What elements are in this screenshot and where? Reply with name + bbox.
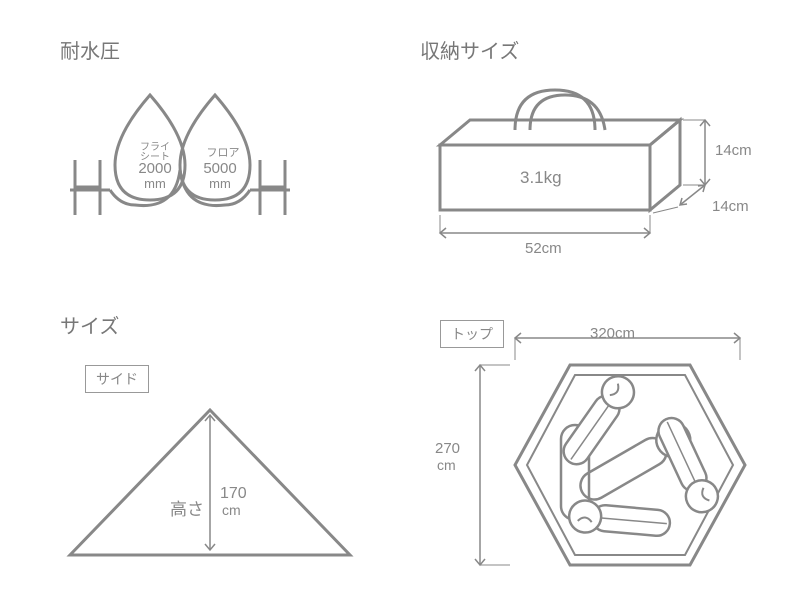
height-value2: cm <box>222 502 241 518</box>
storage-depth: 14cm <box>712 198 749 215</box>
side-label: サイド <box>85 365 149 393</box>
top-diagram <box>430 320 770 580</box>
waterproof-title: 耐水圧 <box>60 35 120 64</box>
drop2-label: フロア <box>198 144 248 160</box>
storage-height: 14cm <box>715 142 752 159</box>
height-value1: 170 <box>220 485 247 503</box>
height-label: 高さ <box>170 495 204 520</box>
storage-weight: 3.1kg <box>520 168 562 188</box>
top-width: 320cm <box>590 325 635 342</box>
storage-title: 収納サイズ <box>420 35 519 64</box>
storage-width: 52cm <box>525 240 562 257</box>
drop1-unit: mm <box>130 176 180 191</box>
drop2-unit: mm <box>195 176 245 191</box>
drop2-value: 5000 <box>195 160 245 177</box>
top-depth1: 270 <box>435 440 460 457</box>
storage-diagram <box>420 75 760 255</box>
drop1-value: 2000 <box>130 160 180 177</box>
size-title: サイズ <box>60 310 119 339</box>
side-diagram <box>60 400 370 570</box>
top-depth2: cm <box>437 457 456 473</box>
